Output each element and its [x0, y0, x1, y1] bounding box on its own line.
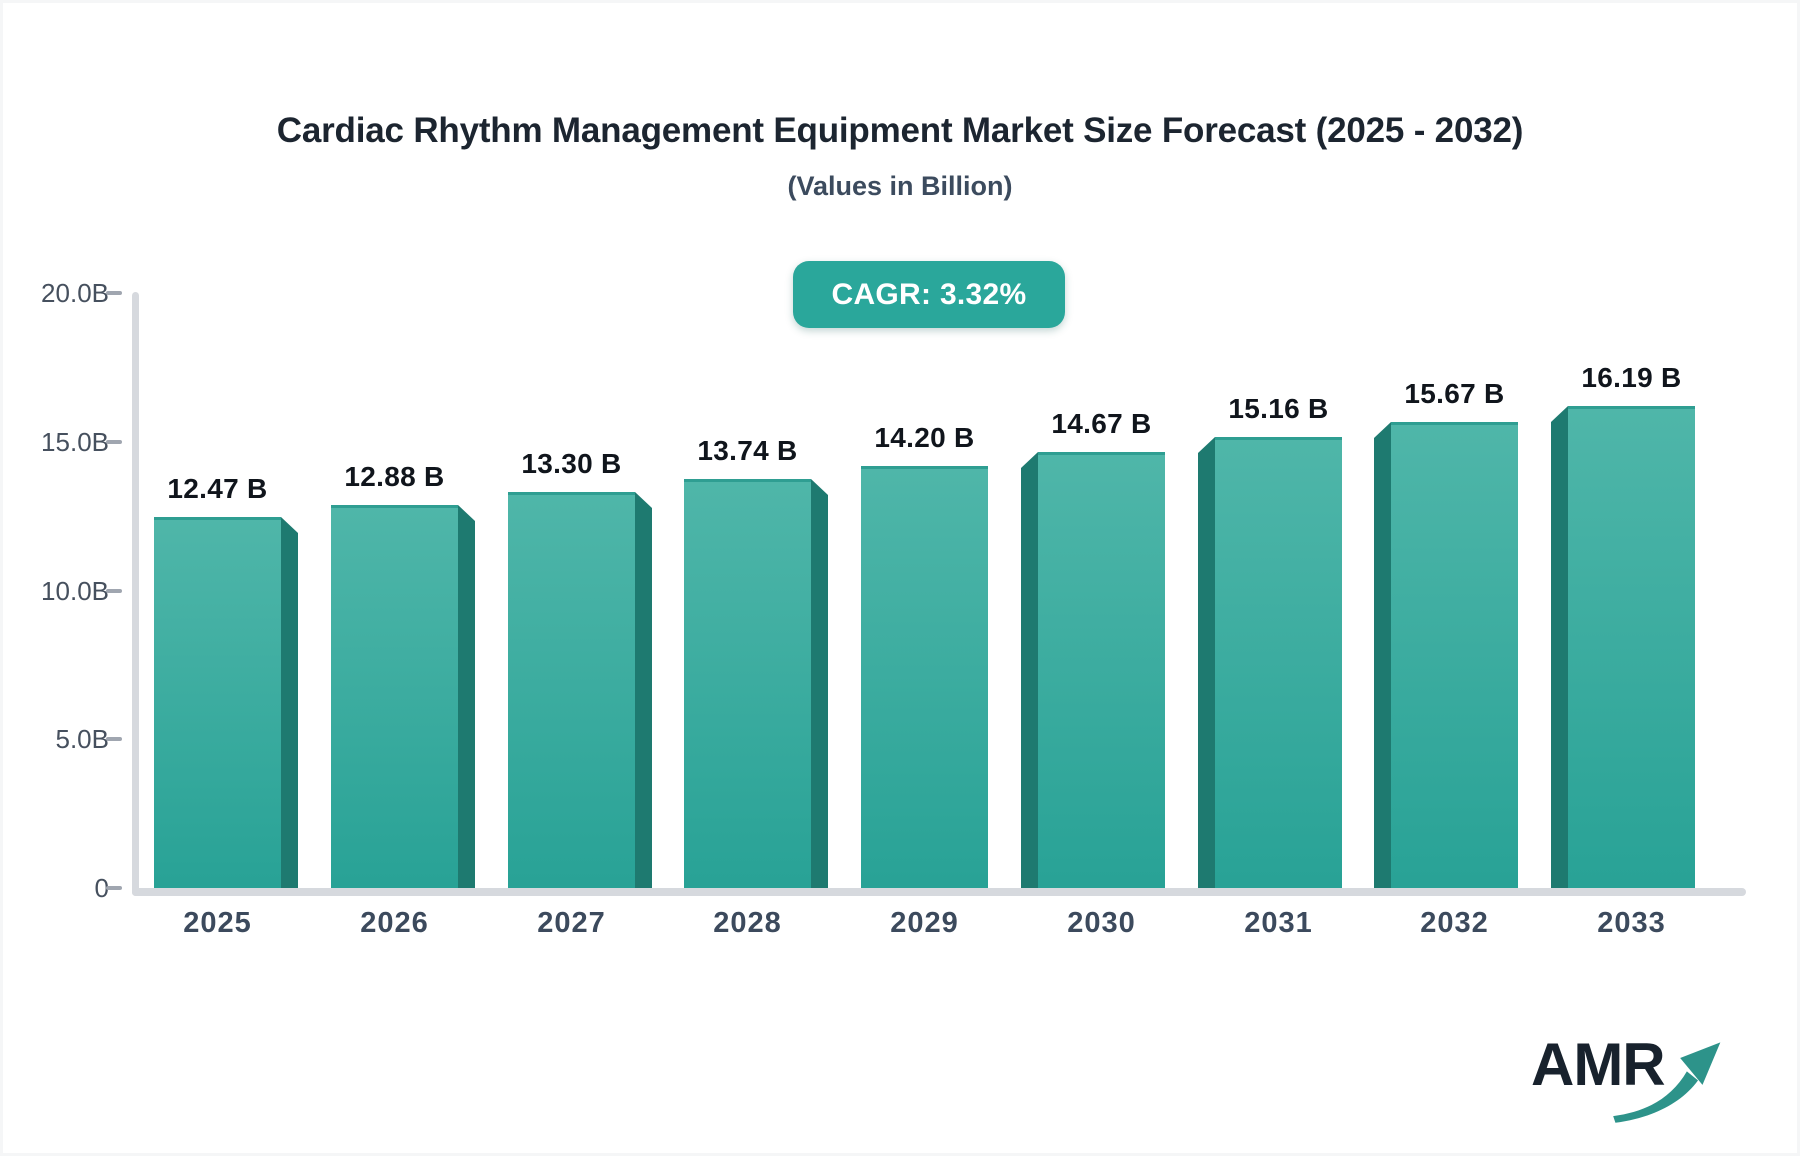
bar-3d-side: [811, 479, 828, 888]
amr-logo-text: AMR: [1531, 1031, 1666, 1098]
cagr-badge: CAGR: 3.32%: [793, 261, 1065, 328]
bar-value-label: 13.30 B: [521, 448, 622, 479]
bar-2025: [154, 517, 281, 888]
bar-3d-side: [1021, 452, 1038, 888]
x-axis-label: 2031: [1244, 907, 1313, 939]
y-axis-tick-mark: [106, 737, 122, 742]
y-axis-tick-label: 0: [94, 873, 109, 903]
y-axis-tick-mark: [106, 588, 122, 593]
bar-3d-side: [635, 492, 652, 888]
chart-subtitle: (Values in Billion): [787, 171, 1013, 201]
x-axis-label: 2033: [1597, 907, 1666, 939]
bar-3d-side: [1198, 437, 1215, 888]
bar-2028: [684, 479, 811, 888]
y-axis-tick-label: 15.0B: [41, 426, 109, 457]
bar-value-label: 14.20 B: [874, 422, 975, 453]
bar-2030: [1038, 452, 1165, 888]
bar-value-label: 16.19 B: [1581, 362, 1682, 393]
x-axis-label: 2028: [713, 907, 782, 939]
bar-value-label: 15.67 B: [1404, 378, 1505, 409]
bar-3d-side: [1374, 422, 1391, 888]
bar-2027: [508, 492, 635, 888]
bar-3d-side: [458, 505, 475, 888]
x-axis-line: [132, 888, 1746, 896]
bar-value-label: 15.16 B: [1228, 393, 1329, 424]
x-axis-label: 2027: [537, 907, 606, 939]
y-axis-tick-mark: [106, 439, 122, 444]
amr-logo: AMR: [1531, 1035, 1721, 1125]
bar-2032: [1391, 422, 1518, 888]
x-axis-label: 2029: [890, 907, 959, 939]
bar-3d-side: [1551, 406, 1568, 888]
bar-2029: [861, 466, 988, 888]
y-axis-tick-label: 20.0B: [41, 278, 109, 308]
x-axis-label: 2032: [1420, 907, 1489, 939]
y-axis-line: [132, 292, 139, 896]
growth-arrow-icon: [1613, 1042, 1721, 1123]
bar-value-label: 12.47 B: [167, 473, 268, 504]
bar-2033: [1568, 406, 1695, 888]
bar-value-label: 14.67 B: [1051, 408, 1152, 439]
chart-title: Cardiac Rhythm Management Equipment Mark…: [276, 111, 1524, 150]
x-axis-label: 2026: [360, 907, 429, 939]
x-axis-label: 2025: [183, 907, 252, 939]
y-axis-tick-mark: [106, 886, 122, 890]
bar-2031: [1215, 437, 1342, 888]
bar-value-label: 12.88 B: [344, 461, 445, 492]
y-axis-tick-label: 10.0B: [41, 575, 109, 606]
bar-value-label: 13.74 B: [697, 435, 798, 466]
x-axis-label: 2030: [1067, 907, 1136, 939]
y-axis-tick-mark: [106, 291, 122, 295]
bar-2026: [331, 505, 458, 888]
y-axis-tick-label: 5.0B: [55, 724, 110, 755]
bar-3d-side: [281, 517, 298, 888]
cagr-badge-label: CAGR: 3.32%: [831, 277, 1027, 311]
